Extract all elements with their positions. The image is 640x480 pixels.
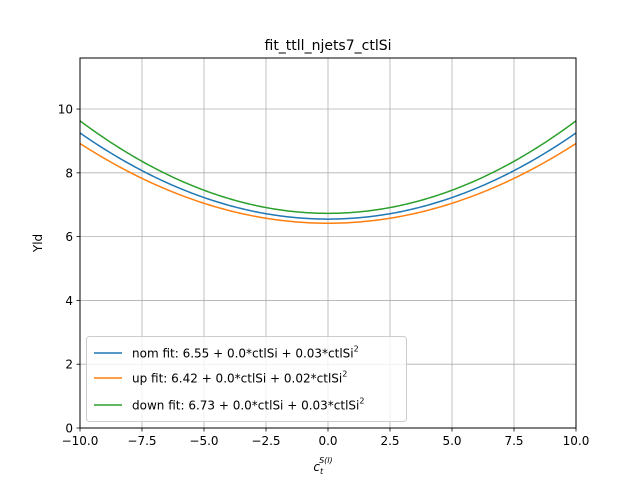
legend-label-0: nom fit: 6.55 + 0.0*ctlSi + 0.03*ctlSi2 [132,345,359,361]
legend-label-text: down fit: 6.73 + 0.0*ctlSi + 0.03*ctlSi [132,399,359,413]
x-tick-label: 10.0 [563,434,590,448]
legend-frame [86,336,407,422]
y-tick-label: 10 [58,103,73,117]
legend-label-exponent: 2 [354,345,359,354]
y-axis-ticks: 0 2 4 6 8 10 [58,103,80,436]
legend: nom fit: 6.55 + 0.0*ctlSi + 0.03*ctlSi2u… [86,336,407,422]
y-tick-label: 6 [65,230,73,244]
y-axis-label: Yld [31,234,45,253]
x-tick-label: 7.5 [504,434,523,448]
x-tick-label: −7.5 [127,434,156,448]
legend-label-exponent: 2 [359,397,364,406]
chart-title: fit_ttll_njets7_ctlSi [265,38,392,54]
x-axis-label-sub: t [320,467,324,476]
legend-label-exponent: 2 [342,370,347,379]
x-axis-label-sup: S(l) [319,456,333,465]
legend-label-text: nom fit: 6.55 + 0.0*ctlSi + 0.03*ctlSi [132,347,354,361]
x-tick-label: 0.0 [318,434,337,448]
y-tick-label: 4 [65,294,73,308]
x-tick-label: −10.0 [62,434,99,448]
x-tick-label: 5.0 [442,434,461,448]
series-line-1 [79,142,577,224]
x-axis-ticks: −10.0 −7.5 −5.0 −2.5 0.0 2.5 5.0 7.5 10.0 [62,428,590,448]
series-line-2 [79,120,577,215]
series-group [79,120,577,224]
legend-label-2: down fit: 6.73 + 0.0*ctlSi + 0.03*ctlSi2 [132,397,364,413]
legend-entries: nom fit: 6.55 + 0.0*ctlSi + 0.03*ctlSi2u… [94,345,364,413]
series-line-0 [79,132,577,220]
x-axis-label: ct S(l) [313,456,332,476]
y-tick-label: 2 [65,358,73,372]
legend-label-text: up fit: 6.42 + 0.0*ctlSi + 0.02*ctlSi [132,372,342,386]
legend-label-1: up fit: 6.42 + 0.0*ctlSi + 0.02*ctlSi2 [132,370,347,386]
y-tick-label: 8 [65,166,73,180]
x-axis-label-base: c [313,460,320,474]
x-tick-label: −2.5 [251,434,280,448]
x-tick-label: 2.5 [380,434,399,448]
x-tick-label: −5.0 [189,434,218,448]
y-tick-label: 0 [65,422,73,436]
